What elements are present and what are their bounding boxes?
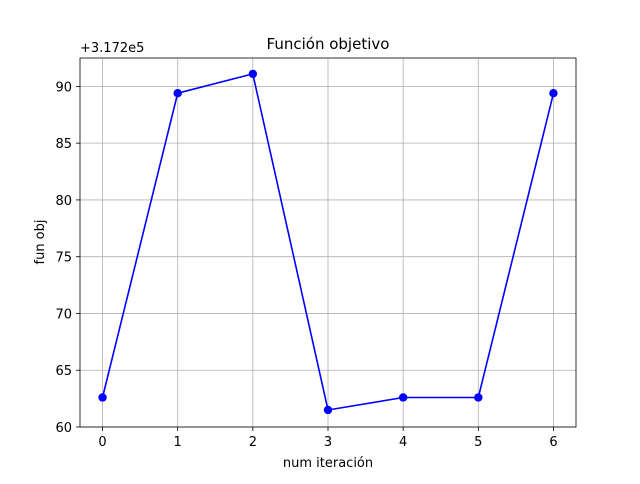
x-tick-label: 1 [174,435,182,450]
data-point [474,393,483,402]
y-axis-offset-label: +3.172e5 [80,41,144,56]
y-tick-label: 75 [55,251,72,266]
x-tick-label: 4 [399,435,407,450]
y-axis-label: fun obj [33,219,48,264]
x-axis-label: num iteración [283,456,373,471]
series [98,69,558,415]
data-point [323,405,333,415]
x-tick-label: 2 [249,435,257,450]
y-tick-label: 70 [55,307,72,322]
grid [80,58,576,428]
x-tick-label: 0 [98,435,106,450]
data-point [398,393,408,402]
y-tick-label: 65 [55,364,72,379]
x-tick-label: 5 [474,435,482,450]
y-tick-label: 90 [55,80,72,95]
x-tick-label: 3 [324,435,332,450]
data-point [248,69,258,79]
data-point [98,393,107,402]
chart-title: Función objetivo [267,35,390,53]
y-tick-label: 80 [55,194,72,209]
data-point [173,88,182,98]
y-tick-label: 85 [55,137,72,152]
data-point [549,88,558,98]
y-tick-label: 60 [55,421,72,436]
x-tick-label: 6 [549,435,557,450]
axis-ticks: 0 1 2 3 4 5 6 60 65 70 75 80 85 90 [55,80,557,450]
